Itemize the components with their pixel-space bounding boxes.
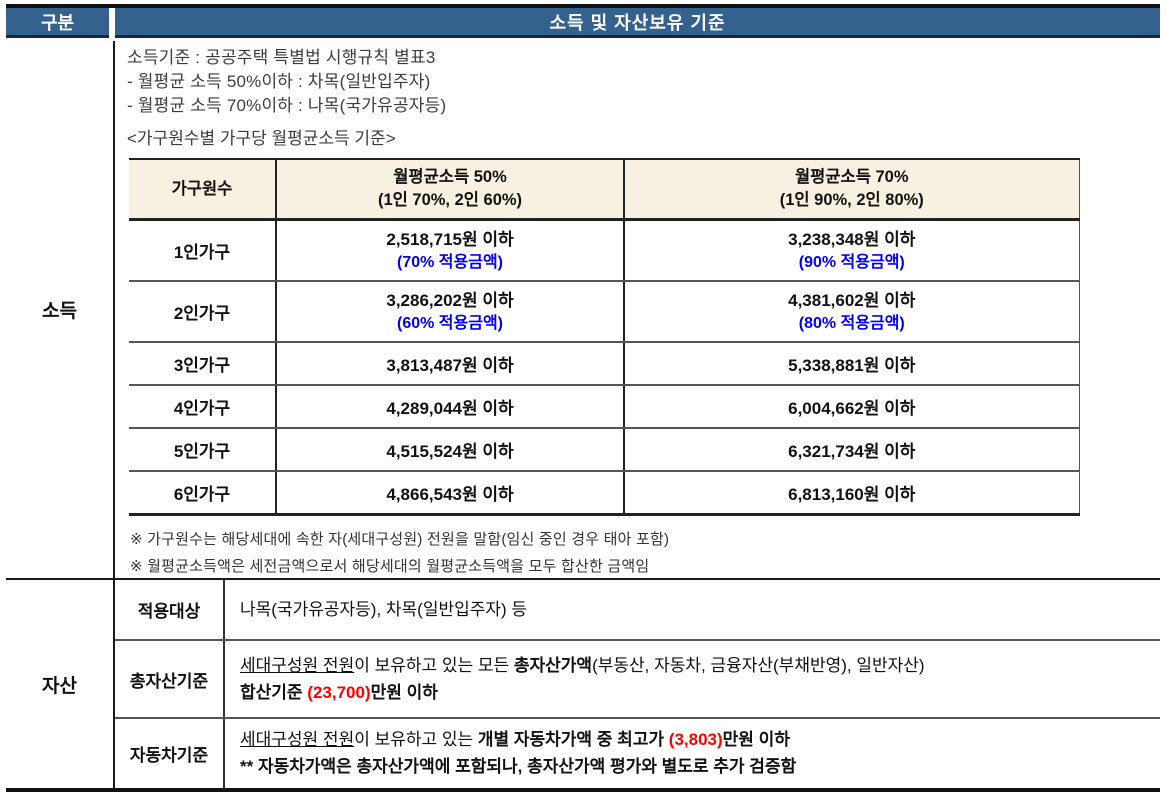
asset-total-label: 총자산기준: [115, 641, 225, 717]
applied-rate-note: (80% 적용금액): [798, 315, 905, 332]
income-section: 소득 소득기준 : 공공주택 특별법 시행규칙 별표3 - 월평균 소득 50%…: [6, 41, 1160, 578]
income-intro-line: 소득기준 : 공공주택 특별법 시행규칙 별표3: [127, 48, 436, 67]
table-row: 3인가구 3,813,487원 이하 5,338,881원 이하: [129, 342, 1080, 386]
income70-cell: 6,321,734원 이하: [623, 428, 1080, 472]
header-gap: [109, 8, 115, 38]
section-divider: [6, 578, 1160, 580]
income-table-header-row: 가구원수 월평균소득 50% (1인 70%, 2인 60%) 월평균소득 70…: [129, 158, 1080, 221]
asset-car-label: 자동차기준: [115, 718, 225, 789]
income-intro-line: - 월평균 소득 70%이하 : 나목(국가유공자등): [127, 96, 447, 115]
page-title: 소득 및 자산보유 기준: [115, 8, 1160, 38]
household-cell: 5인가구: [129, 428, 276, 472]
household-cell: 4인가구: [129, 385, 276, 429]
col-header-income50: 월평균소득 50% (1인 70%, 2인 60%): [275, 158, 624, 221]
income70-cell: 5,338,881원 이하: [623, 342, 1080, 386]
income-content: 소득기준 : 공공주택 특별법 시행규칙 별표3 - 월평균 소득 50%이하 …: [115, 41, 1160, 578]
col-header-household: 가구원수: [129, 158, 276, 221]
top-rule: [6, 4, 1160, 8]
income-intro-line: - 월평균 소득 50%이하 : 차목(일반입주자): [127, 72, 431, 91]
highlighted-amount: (3,803): [668, 730, 723, 750]
footnote: ※ 월평균소득액은 세전금액으로서 해당세대의 월평균소득액을 모두 합산한 금…: [130, 558, 650, 575]
household-cell: 3인가구: [129, 342, 276, 386]
household-cell: 2인가구: [129, 281, 276, 343]
income70-cell: 6,004,662원 이하: [623, 385, 1080, 429]
table-header-band: 구분 소득 및 자산보유 기준: [6, 8, 1160, 38]
household-cell: 6인가구: [129, 471, 276, 516]
table-row: 4인가구 4,289,044원 이하 6,004,662원 이하: [129, 385, 1080, 429]
table-row: 1인가구 2,518,715원 이하 (70% 적용금액) 3,238,348원…: [129, 219, 1080, 282]
column-header-gubun: 구분: [6, 8, 109, 38]
income-table-caption: <가구원수별 가구당 월평균소득 기준>: [127, 129, 396, 148]
income50-cell: 4,289,044원 이하: [275, 385, 624, 429]
applied-rate-note: (90% 적용금액): [798, 254, 905, 271]
bottom-rule: [6, 788, 1160, 792]
asset-row-car: 자동차기준 세대구성원 전원이 보유하고 있는 개별 자동차가액 중 최고가 (…: [115, 718, 1160, 789]
applied-rate-note: (70% 적용금액): [396, 254, 503, 271]
table-row: 2인가구 3,286,202원 이하 (60% 적용금액) 4,381,602원…: [129, 281, 1080, 343]
income50-cell: 4,866,543원 이하: [275, 471, 624, 516]
income70-cell: 4,381,602원 이하 (80% 적용금액): [623, 281, 1080, 343]
income70-cell: 6,813,160원 이하: [623, 471, 1080, 516]
asset-total-content: 세대구성원 전원이 보유하고 있는 모든 총자산가액(부동산, 자동차, 금융자…: [240, 656, 925, 703]
asset-row-total: 총자산기준 세대구성원 전원이 보유하고 있는 모든 총자산가액(부동산, 자동…: [115, 641, 1160, 719]
income-row-label: 소득: [6, 41, 115, 578]
table-body: 소득 소득기준 : 공공주택 특별법 시행규칙 별표3 - 월평균 소득 50%…: [6, 41, 1160, 789]
income70-cell: 3,238,348원 이하 (90% 적용금액): [623, 219, 1080, 282]
asset-target-content: 나목(국가유공자등), 차목(일반입주자) 등: [240, 600, 528, 620]
income50-cell: 2,518,715원 이하 (70% 적용금액): [275, 219, 624, 282]
asset-section: 자산 적용대상 나목(국가유공자등), 차목(일반입주자) 등 총자산기준 세대…: [6, 580, 1160, 789]
income50-cell: 3,286,202원 이하 (60% 적용금액): [275, 281, 624, 343]
asset-rows: 적용대상 나목(국가유공자등), 차목(일반입주자) 등 총자산기준 세대구성원…: [115, 580, 1160, 789]
table-row: 6인가구 4,866,543원 이하 6,813,160원 이하: [129, 471, 1080, 516]
underlined-text: 세대구성원 전원: [240, 656, 355, 676]
asset-car-content: 세대구성원 전원이 보유하고 있는 개별 자동차가액 중 최고가 (3,803)…: [240, 730, 797, 777]
asset-row-target: 적용대상 나목(국가유공자등), 차목(일반입주자) 등: [115, 580, 1160, 642]
footnote: ※ 가구원수는 해당세대에 속한 자(세대구성원) 전원을 말함(임신 중인 경…: [130, 531, 670, 548]
asset-row-label: 자산: [6, 580, 115, 788]
underlined-text: 세대구성원 전원: [240, 730, 355, 750]
highlighted-amount: (23,700): [307, 683, 371, 703]
col-header-income70: 월평균소득 70% (1인 90%, 2인 80%): [623, 158, 1080, 221]
applied-rate-note: (60% 적용금액): [396, 315, 503, 332]
income-table: 가구원수 월평균소득 50% (1인 70%, 2인 60%) 월평균소득 70…: [129, 158, 1080, 516]
table-row: 5인가구 4,515,524원 이하 6,321,734원 이하: [129, 428, 1080, 472]
income50-cell: 3,813,487원 이하: [275, 342, 624, 386]
household-cell: 1인가구: [129, 219, 276, 282]
income-footnotes: ※ 가구원수는 해당세대에 속한 자(세대구성원) 전원을 말함(임신 중인 경…: [130, 526, 1160, 580]
income50-cell: 4,515,524원 이하: [275, 428, 624, 472]
asset-target-label: 적용대상: [115, 580, 225, 640]
